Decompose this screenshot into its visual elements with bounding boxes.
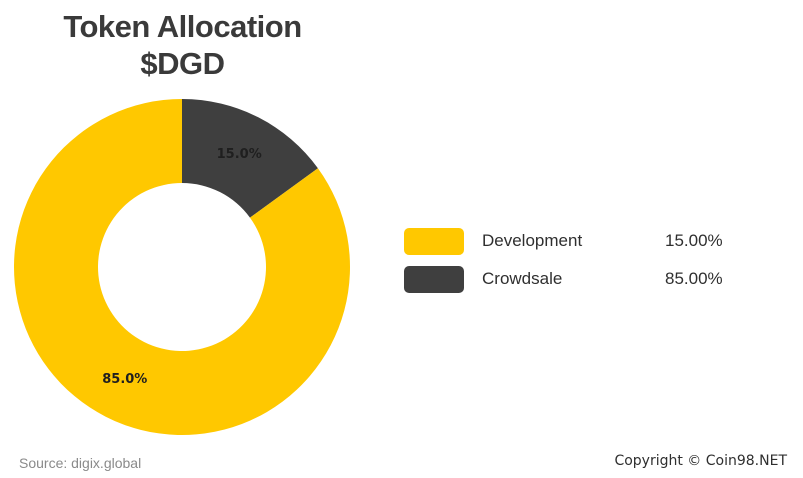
legend: Development 15.00% Crowdsale 85.00% xyxy=(404,227,764,303)
legend-swatch-development xyxy=(404,228,464,255)
source-note: Source: digix.global xyxy=(19,455,142,471)
legend-label-development: Development xyxy=(482,231,583,250)
legend-label-crowdsale: Crowdsale xyxy=(482,269,563,288)
slice-crowdsale xyxy=(14,99,351,435)
legend-item-crowdsale: Crowdsale 85.00% xyxy=(404,265,764,303)
chart-title-line-2: $DGD xyxy=(140,46,225,81)
legend-item-development: Development 15.00% xyxy=(404,227,764,265)
slice-development xyxy=(182,99,318,218)
donut-chart: 15.0% 85.0% xyxy=(14,99,351,435)
copyright-note: Copyright © Coin98.NET xyxy=(614,453,787,469)
legend-value-crowdsale: 85.00% xyxy=(665,269,723,288)
slice-label-development: 15.0% xyxy=(217,147,262,162)
legend-value-development: 15.00% xyxy=(665,231,723,250)
chart-title-line-1: Token Allocation xyxy=(63,9,302,44)
legend-swatch-crowdsale xyxy=(404,266,464,293)
slice-label-crowdsale: 85.0% xyxy=(102,372,147,387)
chart-title: Token Allocation $DGD xyxy=(30,8,335,82)
